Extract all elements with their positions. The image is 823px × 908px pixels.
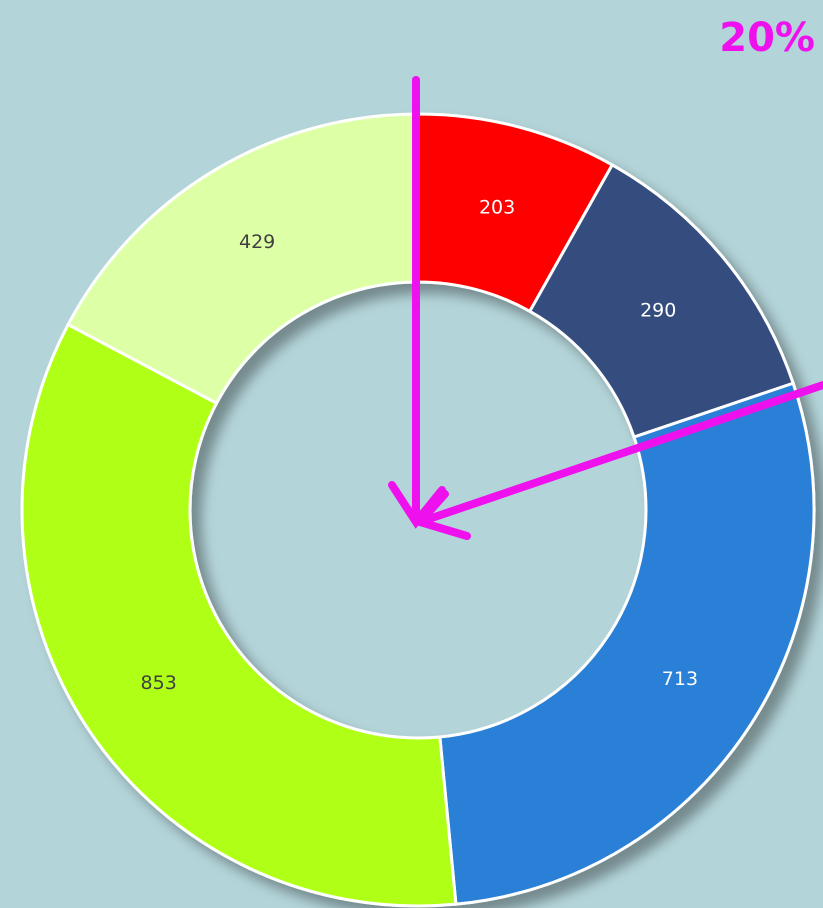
data-label: 853 [141, 672, 177, 694]
slice [438, 381, 816, 906]
annotation: 20% [719, 15, 815, 61]
data-label: 203 [479, 197, 515, 219]
arrow [416, 381, 823, 526]
data-label: 713 [662, 668, 698, 690]
data-label: 429 [239, 231, 275, 253]
arrows [388, 76, 823, 540]
labels: 203 290 713 853 429 [141, 197, 698, 694]
slice [66, 112, 420, 406]
slice [20, 322, 458, 908]
arrow-head [412, 490, 471, 540]
data-label: 290 [640, 299, 676, 321]
donut [20, 112, 816, 908]
